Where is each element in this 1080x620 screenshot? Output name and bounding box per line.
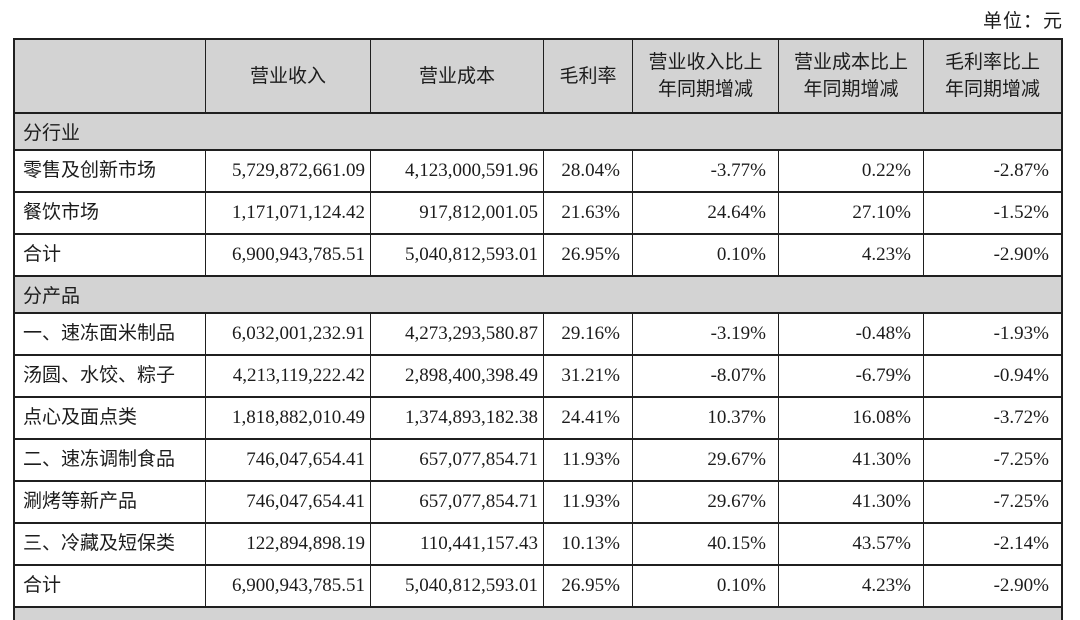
- cell-value: 21.63%: [544, 193, 633, 233]
- cell-value: 1,374,893,182.38: [371, 398, 544, 438]
- cell-value: -2.90%: [993, 244, 1049, 265]
- cell-value: -3.19%: [633, 314, 779, 354]
- cell-value: 11.93%: [544, 482, 633, 522]
- row-label: 点心及面点类: [15, 398, 206, 438]
- cell-value: 4.23%: [779, 235, 924, 275]
- cell-value: -0.48%: [779, 314, 924, 354]
- cell-value: 4,213,119,222.42: [206, 356, 371, 396]
- cell-value: 27.10%: [779, 193, 924, 233]
- row-label: 零售及创新市场: [15, 151, 206, 191]
- table-row: 二、速冻调制食品 746,047,654.41 657,077,854.71 11.9…: [15, 440, 1061, 482]
- row-label: 汤圆、水饺、粽子: [15, 356, 206, 396]
- cell-value: 29.67%: [633, 482, 779, 522]
- cell-value: -6.79%: [779, 356, 924, 396]
- cell-value: 5,040,812,593.01: [371, 235, 544, 275]
- cell-value: 40.15%: [633, 524, 779, 564]
- cell-value: 4.23%: [779, 566, 924, 606]
- cell-value: 6,900,943,785.51: [206, 235, 371, 275]
- cell-value: -2.14%: [993, 533, 1049, 554]
- cell-value: -2.90%: [993, 575, 1049, 596]
- cell-value: 110,441,157.43: [371, 524, 544, 564]
- cell-value: -3.72%: [993, 407, 1049, 428]
- header-cell-blank: [15, 40, 206, 112]
- cell-value: 6,032,001,232.91: [206, 314, 371, 354]
- table-row: 零售及创新市场 5,729,872,661.09 4,123,000,591.96 2…: [15, 151, 1061, 193]
- cell-value: 41.30%: [779, 440, 924, 480]
- cell-value: -8.07%: [633, 356, 779, 396]
- cell-value: 1,818,882,010.49: [206, 398, 371, 438]
- section-row: 分产品: [15, 277, 1061, 314]
- section-label: 分行业: [23, 123, 81, 144]
- section-label: 分产品: [23, 286, 81, 307]
- cell-value: -7.25%: [993, 491, 1049, 512]
- cell-value: -0.94%: [993, 365, 1049, 386]
- table-row: 合计 6,900,943,785.51 5,040,812,593.01 26.95%…: [15, 235, 1061, 277]
- section-row: 分行业: [15, 114, 1061, 151]
- cell-value: 657,077,854.71: [371, 440, 544, 480]
- cell-value: 43.57%: [779, 524, 924, 564]
- cell-value: 41.30%: [779, 482, 924, 522]
- cell-value: 11.93%: [544, 440, 633, 480]
- partial-section-strip: [15, 608, 1061, 620]
- financial-table: 营业收入 营业成本 毛利率 营业收入比上 年同期增减 营业成本比上 年同期增减 …: [13, 38, 1063, 620]
- row-label: 三、冷藏及短保类: [15, 524, 206, 564]
- cell-value: -1.52%: [993, 202, 1049, 223]
- cell-value: 2,898,400,398.49: [371, 356, 544, 396]
- cell-value: 31.21%: [544, 356, 633, 396]
- header-cell-gross-margin: 毛利率: [544, 40, 633, 112]
- table-row: 三、冷藏及短保类 122,894,898.19 110,441,157.43 10.1…: [15, 524, 1061, 566]
- cell-value: 26.95%: [544, 566, 633, 606]
- header-cell-revenue: 营业收入: [206, 40, 371, 112]
- cell-value: 122,894,898.19: [206, 524, 371, 564]
- row-label: 餐饮市场: [15, 193, 206, 233]
- table-body: 分行业零售及创新市场 5,729,872,661.09 4,123,000,591.…: [15, 114, 1061, 620]
- cell-value: 10.37%: [633, 398, 779, 438]
- cell-value: 1,171,071,124.42: [206, 193, 371, 233]
- cell-value: 746,047,654.41: [206, 482, 371, 522]
- cell-value: 24.41%: [544, 398, 633, 438]
- cell-value: 29.67%: [633, 440, 779, 480]
- cell-value: 24.64%: [633, 193, 779, 233]
- cell-value: 4,273,293,580.87: [371, 314, 544, 354]
- table-row: 涮烤等新产品 746,047,654.41 657,077,854.71 11.93%…: [15, 482, 1061, 524]
- header-cell-revenue-yoy: 营业收入比上 年同期增减: [633, 40, 779, 112]
- cell-value: 10.13%: [544, 524, 633, 564]
- row-label: 涮烤等新产品: [15, 482, 206, 522]
- header-cell-margin-yoy: 毛利率比上 年同期增减: [944, 52, 1040, 100]
- row-label: 合计: [15, 566, 206, 606]
- row-label: 合计: [15, 235, 206, 275]
- cell-value: 0.10%: [633, 235, 779, 275]
- cell-value: 28.04%: [544, 151, 633, 191]
- row-label: 一、速冻面米制品: [15, 314, 206, 354]
- table-row: 汤圆、水饺、粽子 4,213,119,222.42 2,898,400,398.49…: [15, 356, 1061, 398]
- table-row: 一、速冻面米制品 6,032,001,232.91 4,273,293,580.87…: [15, 314, 1061, 356]
- row-label: 二、速冻调制食品: [15, 440, 206, 480]
- cell-value: -7.25%: [993, 449, 1049, 470]
- cell-value: 5,729,872,661.09: [206, 151, 371, 191]
- cell-value: 917,812,001.05: [371, 193, 544, 233]
- cell-value: 657,077,854.71: [371, 482, 544, 522]
- unit-label: 单位：元: [982, 11, 1063, 32]
- table-row: 合计 6,900,943,785.51 5,040,812,593.01 26.95%…: [15, 566, 1061, 608]
- table-header-row: 营业收入 营业成本 毛利率 营业收入比上 年同期增减 营业成本比上 年同期增减 …: [15, 40, 1061, 114]
- cell-value: -3.77%: [633, 151, 779, 191]
- cell-value: -2.87%: [993, 160, 1049, 181]
- header-cell-cost-yoy: 营业成本比上 年同期增减: [779, 40, 924, 112]
- cell-value: 746,047,654.41: [206, 440, 371, 480]
- table-row: 点心及面点类 1,818,882,010.49 1,374,893,182.38 24…: [15, 398, 1061, 440]
- cell-value: 4,123,000,591.96: [371, 151, 544, 191]
- cell-value: 0.10%: [633, 566, 779, 606]
- cell-value: 26.95%: [544, 235, 633, 275]
- cell-value: 5,040,812,593.01: [371, 566, 544, 606]
- cell-value: 6,900,943,785.51: [206, 566, 371, 606]
- cell-value: 16.08%: [779, 398, 924, 438]
- table-row: 餐饮市场 1,171,071,124.42 917,812,001.05 21.63%…: [15, 193, 1061, 235]
- header-cell-cost: 营业成本: [371, 40, 544, 112]
- cell-value: 0.22%: [779, 151, 924, 191]
- cell-value: -1.93%: [993, 323, 1049, 344]
- cell-value: 29.16%: [544, 314, 633, 354]
